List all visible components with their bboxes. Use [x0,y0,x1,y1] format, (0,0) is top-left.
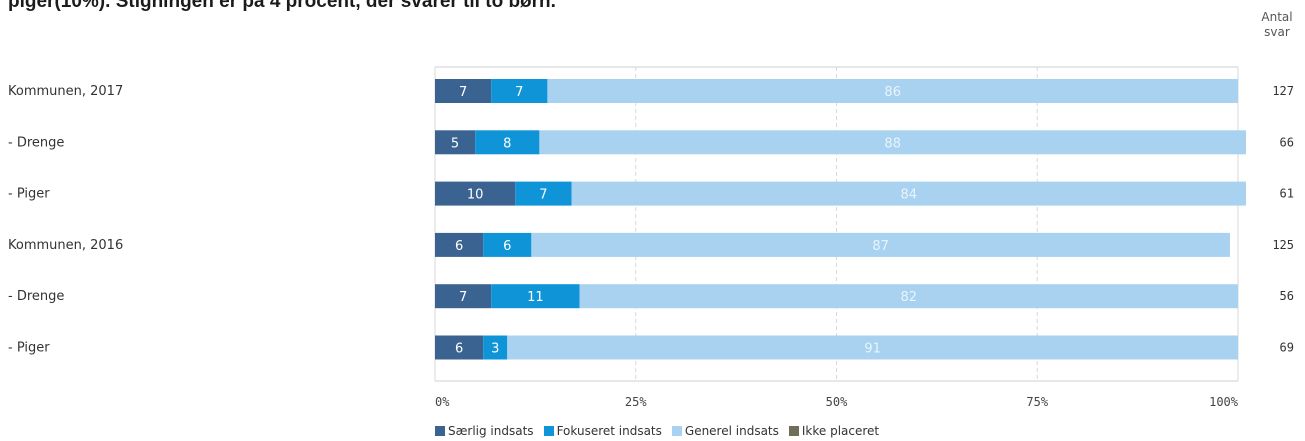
legend-swatch [435,426,445,436]
category-label: - Piger [8,341,50,356]
count-value: 66 [1280,135,1294,149]
data-label: 6 [455,239,463,254]
bar-segment [435,130,476,155]
legend-item: Fokuseret indsats [543,424,662,438]
bar-segment [435,232,484,257]
bar-segment [491,79,548,103]
count-value: 69 [1280,341,1294,355]
bar-segment [531,232,1230,257]
bar-segment [435,335,484,360]
data-label: 7 [539,188,547,203]
count-value: 61 [1280,187,1294,201]
chart-legend: Særlig indsats Fokuseret indsats Generel i… [435,424,879,438]
count-header-line-1: Antal [1261,10,1293,24]
data-label: 5 [451,136,459,151]
legend-swatch [671,426,682,436]
bar-segment [491,284,580,309]
bar-segment [475,130,540,155]
data-label: 91 [864,342,881,357]
data-label: 84 [900,188,917,203]
legend-item: Særlig indsats [435,424,534,438]
x-tick-label: 0% [435,395,450,409]
data-label: 7 [459,85,467,100]
data-label: 86 [884,85,901,100]
bar-segment [435,284,492,309]
data-label: 82 [900,290,917,305]
category-label: - Drenge [8,289,64,304]
bar-segment [515,181,572,206]
legend-label: Generel indsats [684,424,779,438]
bar-segment [435,181,516,206]
data-label: 88 [884,136,901,151]
bar-segment [539,130,1247,155]
data-label: 6 [503,239,511,254]
legend-item: Generel indsats [671,424,779,438]
headline-text: piger(10%). Stigningen er på 4 procent, … [8,0,556,12]
count-value: 125 [1272,238,1294,252]
count-value: 127 [1272,84,1294,98]
data-label: 87 [872,239,889,254]
x-tick-label: 50% [826,395,848,409]
x-tick-label: 100% [1209,395,1239,409]
legend-label: Særlig indsats [448,424,534,438]
data-label: 6 [455,342,463,357]
bar-segment [507,335,1238,360]
count-value: 56 [1280,289,1294,303]
data-label: 7 [459,290,467,305]
legend-label: Ikke placeret [801,424,880,438]
x-tick-label: 25% [625,395,647,409]
count-column-header: Antal svar [1256,10,1298,40]
data-label: 11 [527,290,544,305]
bar-segment [571,181,1247,206]
legend-swatch [543,426,554,436]
legend-label: Fokuseret indsats [556,424,662,438]
data-label: 3 [491,342,499,357]
count-header-line-2: svar [1264,25,1290,39]
bar-segment [579,284,1238,309]
data-label: 10 [467,188,484,203]
legend-item: Ikke placeret [788,424,880,438]
category-label: - Drenge [8,135,64,150]
category-label: - Piger [8,187,50,202]
bar-segment [483,335,508,360]
bar-segment [435,79,492,103]
category-label: Kommunen, 2017 [8,84,123,99]
bar-segment [483,232,532,257]
bar-segment [547,79,1238,103]
x-tick-label: 75% [1026,395,1048,409]
data-label: 8 [503,136,511,151]
category-label: Kommunen, 2016 [8,238,123,253]
legend-swatch [788,426,799,436]
data-label: 7 [515,85,523,100]
